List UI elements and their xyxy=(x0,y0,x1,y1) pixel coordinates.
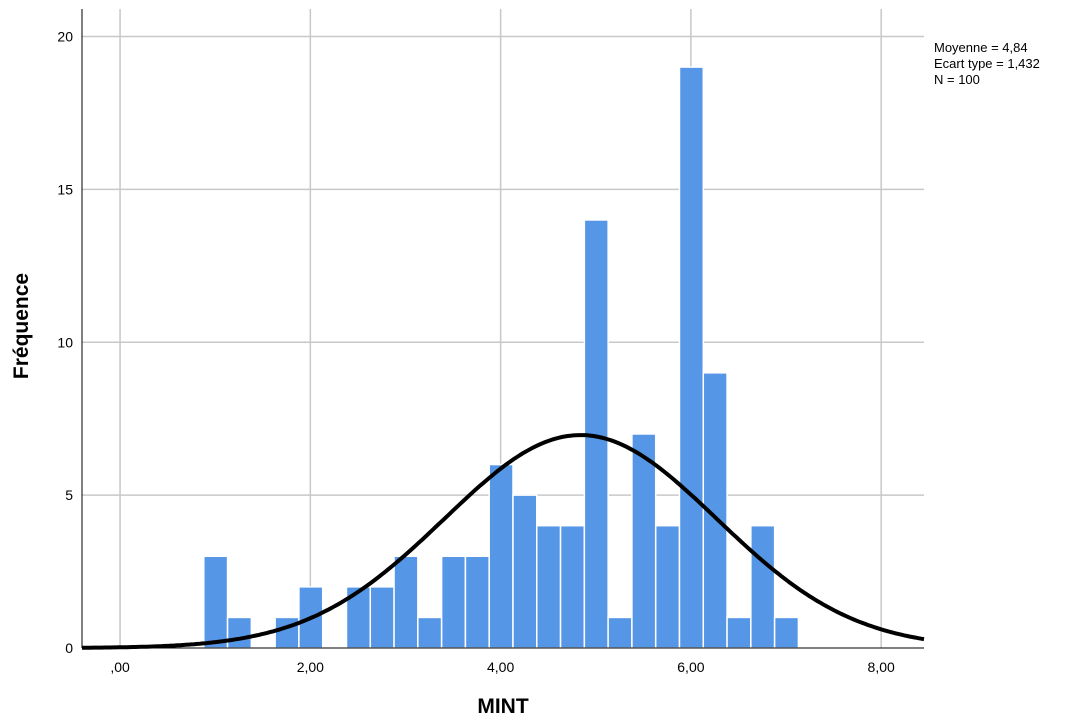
histogram-bar xyxy=(417,616,443,649)
x-tick-label: 2,00 xyxy=(297,659,324,675)
histogram-bar xyxy=(559,524,586,649)
x-tick-label: 6,00 xyxy=(677,659,704,675)
x-tick-label: 4,00 xyxy=(487,659,514,675)
y-tick-label: 0 xyxy=(65,640,73,656)
y-tick-label: 20 xyxy=(57,29,73,45)
histogram-bar xyxy=(726,616,752,649)
stats-std-dev: Ecart type = 1,432 xyxy=(934,56,1040,71)
x-tick-label: 8,00 xyxy=(868,659,895,675)
y-tick-label: 15 xyxy=(57,181,73,197)
histogram-bar xyxy=(203,555,229,649)
histogram-bar xyxy=(512,494,538,649)
y-axis-title: Fréquence xyxy=(10,273,33,379)
histogram-bar xyxy=(274,616,300,649)
y-tick-label: 10 xyxy=(57,334,73,350)
x-axis-title: MINT xyxy=(477,695,528,718)
axes xyxy=(81,9,924,649)
histogram-bar xyxy=(607,616,633,649)
y-tick-label: 5 xyxy=(65,487,73,503)
x-tick-label: ,00 xyxy=(110,659,130,675)
histogram-bar xyxy=(631,433,657,649)
histogram-bar xyxy=(393,555,419,649)
histogram-bar xyxy=(654,524,681,649)
normal-curve xyxy=(82,433,925,650)
stats-mean: Moyenne = 4,84 xyxy=(934,40,1028,55)
histogram-bar xyxy=(440,555,467,649)
histogram-bar xyxy=(773,616,800,649)
tick-labels: ,00 2,00 4,00 6,00 8,00 0 5 10 15 20 xyxy=(57,29,895,675)
histogram-bar xyxy=(678,66,705,649)
histogram-bar xyxy=(464,555,490,649)
histogram-bar xyxy=(750,524,776,649)
stats-n: N = 100 xyxy=(934,72,980,87)
histogram-bar xyxy=(488,463,514,649)
bars xyxy=(203,66,800,649)
histogram-bar xyxy=(536,524,562,649)
histogram-bar xyxy=(226,616,253,649)
histogram-bar xyxy=(369,586,395,649)
stats-box: Moyenne = 4,84 Ecart type = 1,432 N = 10… xyxy=(934,40,1040,87)
